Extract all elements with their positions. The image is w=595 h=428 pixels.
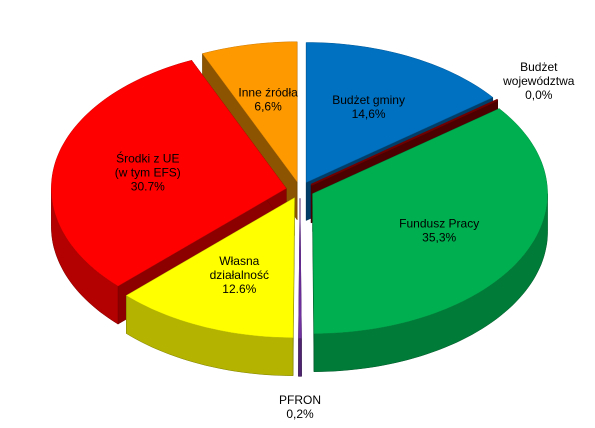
slice <box>310 98 499 186</box>
slice <box>201 41 298 183</box>
category-label: Budżet gminy <box>332 93 405 107</box>
category-label: PFRON <box>279 393 321 407</box>
category-label: Środki z UE (w tym EFS) <box>115 150 181 179</box>
value-label: 6,6% <box>254 100 282 114</box>
slice <box>298 198 302 339</box>
category-label: Inne źródła <box>238 86 298 100</box>
value-label: 14,6% <box>352 107 386 121</box>
label-line: Budżet gminy <box>332 93 405 107</box>
label-line: Inne źródła <box>238 86 298 100</box>
slice <box>51 60 287 287</box>
category-label: Budżet województwa <box>502 60 575 88</box>
slice-edge <box>298 338 302 377</box>
label-line: województwa <box>502 74 575 88</box>
value-label: 0,2% <box>286 407 314 421</box>
slice <box>312 108 548 334</box>
value-label: 35,3% <box>422 231 456 245</box>
slice <box>305 42 494 183</box>
category-label: Własna działalność <box>210 254 269 282</box>
label-line: Fundusz Pracy <box>399 217 479 231</box>
label-line: (w tym EFS) <box>115 165 181 179</box>
label-line: Budżet <box>520 60 558 74</box>
label-line: Własna <box>219 254 259 268</box>
category-label: Fundusz Pracy <box>399 217 479 231</box>
label-line: działalność <box>210 268 269 282</box>
value-label: 0,0% <box>525 88 553 102</box>
label-line: PFRON <box>279 393 321 407</box>
slice <box>125 197 295 338</box>
label-line: Środki z UE <box>116 150 179 165</box>
value-label: 12.6% <box>222 282 256 296</box>
value-label: 30.7% <box>131 179 165 193</box>
